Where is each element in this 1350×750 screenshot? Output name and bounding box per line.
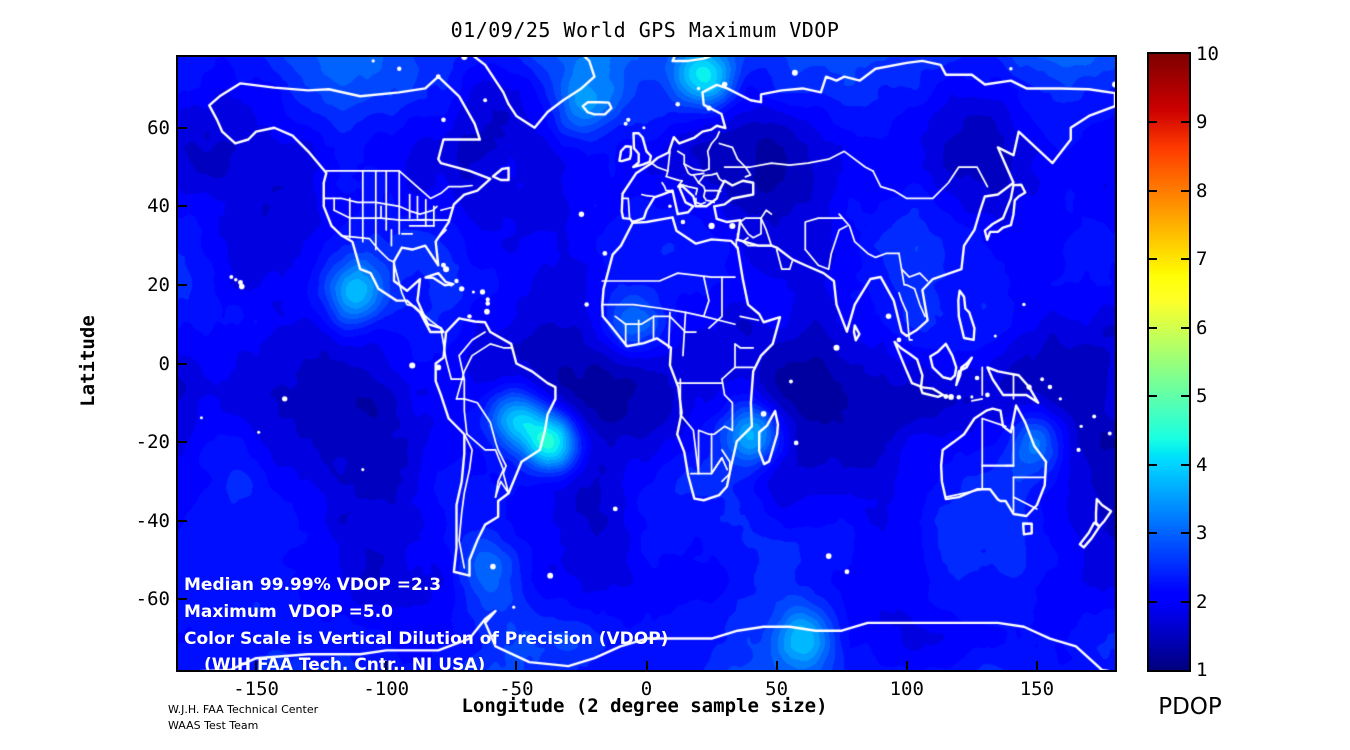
y-axis-tick-label: 0 [158,352,170,375]
colorbar-title: PDOP [1158,694,1222,720]
x-axis-tick [515,661,518,670]
colorbar-tick [1181,326,1189,329]
y-axis-tick [178,126,187,129]
x-axis-tick [775,661,778,670]
x-axis-tick-label: 0 [640,678,653,700]
colorbar-gradient [1149,54,1189,670]
y-axis-tick-label: -20 [135,431,170,454]
y-axis-tick [178,441,187,444]
y-axis-tick [178,598,187,601]
x-axis-tick [905,661,908,670]
colorbar-tick-label: 2 [1196,590,1208,613]
y-axis-tick-label: -60 [135,588,170,611]
y-axis-tick-label: 60 [147,116,170,139]
colorbar-tick-label: 6 [1196,316,1208,339]
colorbar-tick [1181,463,1189,466]
colorbar-tick-label: 1 [1196,659,1208,681]
colorbar-tick [1149,121,1157,124]
page-title: 01/09/25 World GPS Maximum VDOP [450,18,840,42]
colorbar-tick-label: 5 [1196,385,1208,408]
colorbar-tick-label: 4 [1196,453,1208,476]
colorbar-tick-label: 9 [1196,111,1208,134]
x-axis-tick [385,661,388,670]
colorbar [1147,52,1191,672]
vdop-contour-map [178,57,1115,670]
x-axis-title: Longitude (2 degree sample size) [461,695,828,717]
colorbar-tick-label: 3 [1196,522,1208,545]
colorbar-tick [1181,189,1189,192]
colorbar-tick [1181,121,1189,124]
y-axis-tick [178,362,187,365]
x-axis-tick-label: -100 [363,678,410,700]
colorbar-tick [1149,189,1157,192]
x-axis-tick [1035,661,1038,670]
world-map-plot[interactable]: Median 99.99% VDOP =2.3 Maximum VDOP =5.… [176,55,1117,672]
x-axis-tick-label: 150 [1019,678,1055,700]
x-axis-tick-label: 50 [765,678,789,700]
y-axis-tick [178,283,187,286]
colorbar-tick [1181,258,1189,261]
colorbar-tick [1149,532,1157,535]
colorbar-tick-label: 8 [1196,179,1208,202]
colorbar-tick [1149,600,1157,603]
x-axis-tick-label: 100 [889,678,924,700]
x-axis-tick-label: -50 [499,678,534,700]
y-axis-title: Latitude [77,315,99,407]
colorbar-tick [1181,532,1189,535]
colorbar-tick [1149,463,1157,466]
colorbar-tick [1181,395,1189,398]
x-axis-tick [645,661,648,670]
y-axis-tick-label: -40 [135,509,170,532]
y-axis-tick-label: 40 [147,195,170,218]
x-axis-tick-label: -150 [233,678,279,700]
colorbar-tick [1149,395,1157,398]
colorbar-tick-label: 7 [1196,248,1208,271]
credit-line-2: WAAS Test Team [168,719,259,732]
y-axis-tick-label: 20 [147,273,170,296]
credit-line-1: W.J.H. FAA Technical Center [168,703,319,716]
x-axis-tick [255,661,258,670]
colorbar-tick [1181,600,1189,603]
colorbar-tick [1149,326,1157,329]
colorbar-tick [1149,258,1157,261]
colorbar-tick-label: 10 [1196,43,1219,65]
y-axis-tick [178,519,187,522]
y-axis-tick [178,205,187,208]
